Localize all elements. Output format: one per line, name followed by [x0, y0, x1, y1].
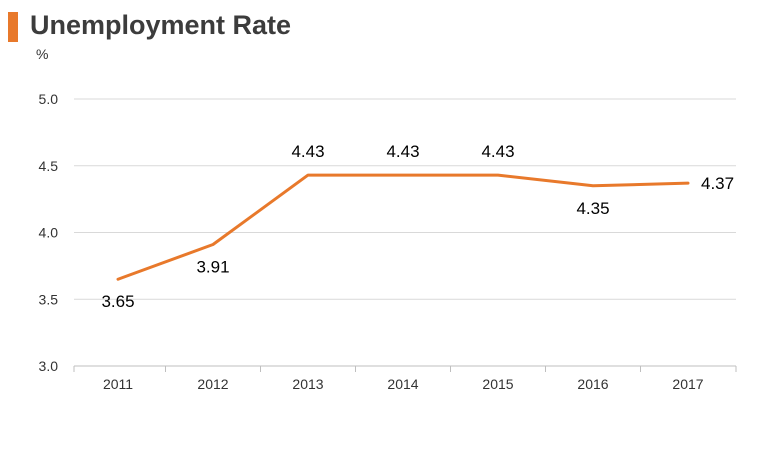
series-line [116, 173, 690, 281]
data-label: 4.35 [576, 199, 609, 218]
data-labels: 3.65 3.91 4.43 4.43 4.43 4.35 4.37 [101, 142, 734, 311]
data-label: 4.43 [291, 142, 324, 161]
data-label: 3.91 [196, 258, 229, 277]
x-tick-label: 2014 [387, 376, 418, 392]
gridlines [74, 98, 736, 300]
y-tick-label: 4.5 [39, 158, 59, 174]
y-tick-label: 5.0 [39, 91, 59, 107]
x-axis: 2011 2012 2013 2014 2015 2016 2017 [73, 365, 737, 392]
y-axis-ticks: 3.0 3.5 4.0 4.5 5.0 [39, 91, 59, 374]
x-tick-label: 2012 [197, 376, 228, 392]
data-label: 4.37 [701, 174, 734, 193]
x-tick-label: 2016 [577, 376, 608, 392]
series-line-group [116, 173, 690, 281]
x-tick-label: 2011 [103, 376, 133, 392]
x-tick-label: 2017 [672, 376, 703, 392]
y-tick-label: 3.0 [39, 358, 59, 374]
chart-title: Unemployment Rate [30, 10, 292, 40]
y-tick-label: 3.5 [39, 291, 59, 307]
data-label: 3.65 [101, 292, 134, 311]
x-tick-label: 2013 [292, 376, 323, 392]
data-label: 4.43 [386, 142, 419, 161]
title-accent-bar [8, 12, 18, 42]
x-tick-label: 2015 [482, 376, 513, 392]
data-label: 4.43 [481, 142, 514, 161]
y-axis-unit: % [36, 46, 49, 62]
y-tick-label: 4.0 [39, 225, 59, 241]
